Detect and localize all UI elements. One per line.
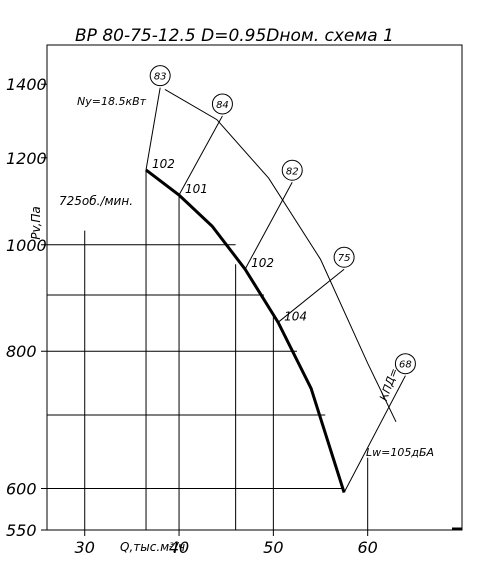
speed-label: 725об./мин.: [59, 194, 133, 208]
x-tick-label: 60: [358, 538, 378, 557]
efficiency-label: КПД=: [377, 366, 401, 402]
efficiency-line: [277, 268, 345, 323]
curve-point-label: 104: [284, 309, 307, 323]
efficiency-marker-label: 68: [399, 360, 412, 371]
plot-frame: [46, 44, 463, 531]
efficiency-line: [343, 375, 406, 493]
tick-labels: 550 600 800 1000 1200 1400 30 40 50 60: [6, 75, 378, 557]
y-tick-label: 550: [6, 521, 37, 540]
efficiency-line: [178, 115, 223, 196]
curve-point-label: 101: [185, 182, 208, 196]
series-curves: [145, 168, 346, 493]
y-tick-label: 1000: [6, 236, 47, 255]
efficiency-boundary-line: [164, 88, 397, 423]
efficiency-line: [145, 87, 161, 170]
power-label: Ny=18.5кВт: [77, 95, 147, 108]
efficiency-marker-circle: [211, 93, 233, 115]
x-tick-label: 50: [263, 538, 283, 557]
performance-curve: [145, 168, 346, 493]
noise-label: Lw=105дБА: [366, 446, 434, 459]
efficiency-marker-label: 75: [338, 253, 351, 264]
curve-point-label: 102: [152, 157, 175, 171]
x-tick-label: 40: [169, 538, 189, 557]
x-tick-label: 30: [75, 538, 95, 557]
efficiency-marker-label: 84: [216, 100, 229, 111]
y-tick-label: 1200: [6, 149, 47, 168]
curve-labels: 102 101 102 104: [152, 157, 307, 323]
efficiency-marker-label: 83: [154, 72, 167, 83]
efficiency-marker-circle: [149, 65, 171, 87]
efficiency-marker-circle: [394, 353, 416, 375]
y-tick-label: 800: [6, 342, 37, 361]
efficiency-marker-circle: [333, 246, 355, 268]
y-tick-label: 600: [6, 479, 37, 498]
y-axis-label: Pv,Па: [29, 206, 43, 240]
efficiency-marker-circle: [281, 159, 303, 181]
y-tick-label: 1400: [6, 75, 47, 94]
chart-title: ВР 80-75-12.5 D=0.95Dном. схема 1: [75, 26, 394, 46]
curve-point-label: 102: [251, 256, 274, 270]
x-axis-label: Q,тыс.м³/ч: [120, 540, 185, 554]
efficiency-line: [244, 182, 293, 270]
grid: [41, 83, 369, 536]
efficiency-marker-label: 82: [286, 166, 299, 177]
